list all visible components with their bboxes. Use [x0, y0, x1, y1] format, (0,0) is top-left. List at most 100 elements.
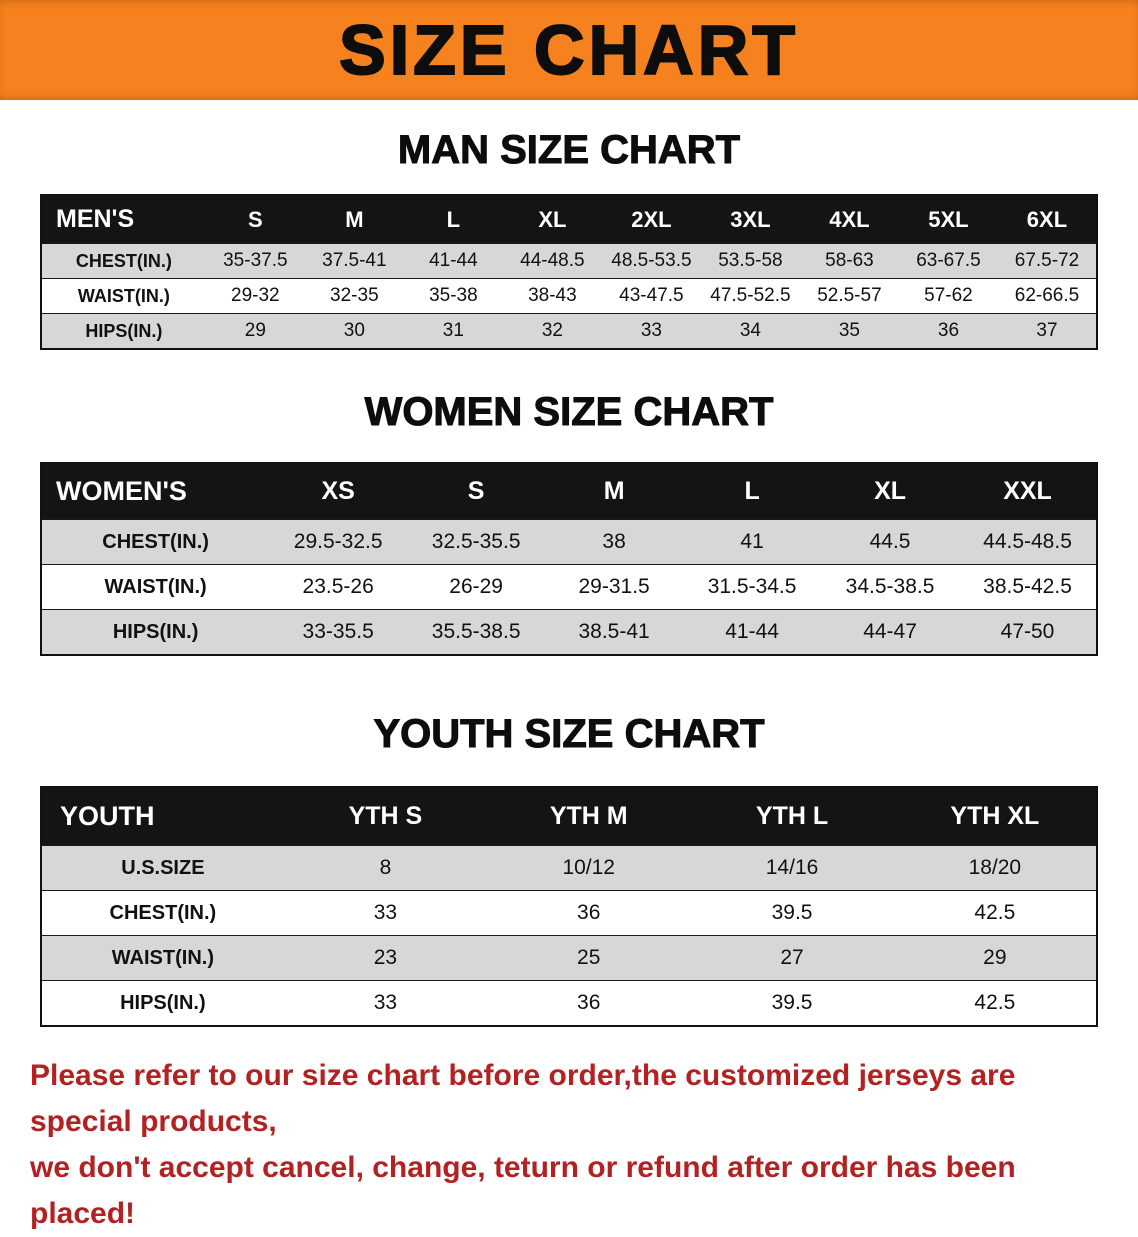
row-label-cell: CHEST(IN.) — [41, 519, 270, 565]
section-men: MAN SIZE CHART MEN'S S M L XL 2XL 3XL 4XL 5XL 6XL… — [0, 100, 1138, 350]
measurement-value-cell: 41 — [683, 519, 822, 565]
men-section-heading: MAN SIZE CHART — [397, 128, 741, 172]
size-header-cell: 2XL — [601, 194, 701, 244]
measurement-value-cell: 35.5-38.5 — [407, 609, 546, 656]
size-header-cell: YTH S — [283, 786, 488, 846]
measurement-value-cell: 47-50 — [959, 609, 1097, 656]
measurement-value-cell: 34.5-38.5 — [821, 564, 960, 610]
notice-line-2: we don't accept cancel, change, teturn o… — [30, 1151, 1016, 1230]
table-header-row: MEN'S S M L XL 2XL 3XL 4XL 5XL 6XL — [41, 194, 1097, 244]
measurement-value-cell: 37 — [997, 313, 1097, 350]
section-women: WOMEN SIZE CHART WOMEN'S XS S M L XL XXL CHEST(… — [0, 350, 1138, 656]
measurement-value-cell: 33 — [283, 890, 488, 936]
measurement-value-cell: 58-63 — [799, 243, 899, 279]
order-notice: Please refer to our size chart before or… — [0, 1027, 1138, 1237]
measurement-value-cell: 41-44 — [683, 609, 822, 656]
measurement-value-cell: 33 — [283, 980, 488, 1027]
measurement-value-cell: 41-44 — [403, 243, 503, 279]
measurement-row: HIPS(IN.) 29 30 31 32 33 34 35 36 37 — [41, 313, 1097, 350]
size-header-cell: YTH XL — [893, 786, 1097, 846]
measurement-value-cell: 14/16 — [690, 845, 894, 891]
measurement-value-cell: 29-31.5 — [545, 564, 684, 610]
measurement-row: U.S.SIZE 8 10/12 14/16 18/20 — [41, 845, 1097, 891]
measurement-row: HIPS(IN.) 33-35.5 35.5-38.5 38.5-41 41-44 44-… — [41, 609, 1097, 656]
measurement-value-cell: 23.5-26 — [269, 564, 408, 610]
measurement-row: HIPS(IN.) 33 36 39.5 42.5 — [41, 980, 1097, 1027]
measurement-value-cell: 29.5-32.5 — [269, 519, 408, 565]
row-label-cell: CHEST(IN.) — [41, 243, 206, 279]
measurement-value-cell: 52.5-57 — [799, 278, 899, 314]
row-label-cell: U.S.SIZE — [41, 845, 284, 891]
size-header-cell: XS — [269, 462, 408, 520]
measurement-value-cell: 33-35.5 — [269, 609, 408, 656]
measurement-value-cell: 57-62 — [898, 278, 998, 314]
measurement-value-cell: 39.5 — [690, 890, 894, 936]
measurement-value-cell: 25 — [487, 935, 691, 981]
measurement-value-cell: 38.5-42.5 — [959, 564, 1097, 610]
size-charts-main: MAN SIZE CHART MEN'S S M L XL 2XL 3XL 4XL 5XL 6XL… — [0, 100, 1138, 1027]
measurement-value-cell: 44-47 — [821, 609, 960, 656]
measurement-value-cell: 44.5 — [821, 519, 960, 565]
notice-line-1: Please refer to our size chart before or… — [30, 1059, 1016, 1138]
men-size-table: MEN'S S M L XL 2XL 3XL 4XL 5XL 6XL CHEST(IN.) 35-37… — [40, 194, 1098, 350]
size-header-cell: 5XL — [898, 194, 998, 244]
size-header-cell: S — [205, 194, 305, 244]
table-header-row: YOUTH YTH S YTH M YTH L YTH XL — [41, 786, 1097, 846]
measurement-value-cell: 23 — [283, 935, 488, 981]
size-header-cell: L — [683, 462, 822, 520]
measurement-row: CHEST(IN.) 29.5-32.5 32.5-35.5 38 41 44.5 44.5… — [41, 519, 1097, 565]
section-youth: YOUTH SIZE CHART YOUTH YTH S YTH M YTH L YTH… — [0, 656, 1138, 1027]
measurement-value-cell: 36 — [487, 890, 691, 936]
measurement-value-cell: 37.5-41 — [304, 243, 404, 279]
youth-size-table: YOUTH YTH S YTH M YTH L YTH XL U.S.SIZE 8 10/12… — [40, 786, 1098, 1027]
table-header-row: WOMEN'S XS S M L XL XXL — [41, 462, 1097, 520]
measurement-value-cell: 38.5-41 — [545, 609, 684, 656]
measurement-value-cell: 44.5-48.5 — [959, 519, 1097, 565]
measurement-value-cell: 53.5-58 — [700, 243, 800, 279]
measurement-value-cell: 34 — [700, 313, 800, 350]
measurement-value-cell: 26-29 — [407, 564, 546, 610]
size-header-cell: 3XL — [700, 194, 800, 244]
measurement-value-cell: 32-35 — [304, 278, 404, 314]
banner-title: SIZE CHART — [338, 11, 799, 89]
measurement-value-cell: 8 — [283, 845, 488, 891]
size-header-cell: 6XL — [997, 194, 1097, 244]
measurement-value-cell: 36 — [487, 980, 691, 1027]
size-header-cell: YTH M — [487, 786, 691, 846]
measurement-value-cell: 32 — [502, 313, 602, 350]
measurement-value-cell: 35 — [799, 313, 899, 350]
youth-section-heading: YOUTH SIZE CHART — [373, 712, 765, 756]
measurement-value-cell: 48.5-53.5 — [601, 243, 701, 279]
size-header-cell: YTH L — [690, 786, 894, 846]
measurement-value-cell: 29 — [205, 313, 305, 350]
measurement-row: CHEST(IN.) 33 36 39.5 42.5 — [41, 890, 1097, 936]
row-label-cell: HIPS(IN.) — [41, 313, 206, 350]
measurement-value-cell: 31.5-34.5 — [683, 564, 822, 610]
measurement-value-cell: 35-37.5 — [205, 243, 305, 279]
measurement-value-cell: 62-66.5 — [997, 278, 1097, 314]
row-label-cell: WAIST(IN.) — [41, 935, 284, 981]
category-header-cell: MEN'S — [41, 194, 206, 244]
women-size-table: WOMEN'S XS S M L XL XXL CHEST(IN.) 29.5-32.5 32.5… — [40, 462, 1098, 656]
measurement-value-cell: 39.5 — [690, 980, 894, 1027]
row-label-cell: HIPS(IN.) — [41, 609, 270, 656]
row-label-cell: HIPS(IN.) — [41, 980, 284, 1027]
measurement-value-cell: 18/20 — [893, 845, 1097, 891]
measurement-row: WAIST(IN.) 29-32 32-35 35-38 38-43 43-47.5 47.… — [41, 278, 1097, 314]
measurement-value-cell: 47.5-52.5 — [700, 278, 800, 314]
measurement-row: WAIST(IN.) 23.5-26 26-29 29-31.5 31.5-34.5 34… — [41, 564, 1097, 610]
category-header-cell: YOUTH — [41, 786, 284, 846]
measurement-value-cell: 43-47.5 — [601, 278, 701, 314]
size-chart-banner: SIZE CHART — [0, 0, 1138, 100]
measurement-row: WAIST(IN.) 23 25 27 29 — [41, 935, 1097, 981]
measurement-value-cell: 42.5 — [893, 890, 1097, 936]
measurement-value-cell: 29-32 — [205, 278, 305, 314]
measurement-value-cell: 63-67.5 — [898, 243, 998, 279]
measurement-value-cell: 27 — [690, 935, 894, 981]
measurement-value-cell: 38 — [545, 519, 684, 565]
size-header-cell: XL — [821, 462, 960, 520]
measurement-value-cell: 35-38 — [403, 278, 503, 314]
size-header-cell: M — [545, 462, 684, 520]
measurement-value-cell: 30 — [304, 313, 404, 350]
row-label-cell: WAIST(IN.) — [41, 278, 206, 314]
